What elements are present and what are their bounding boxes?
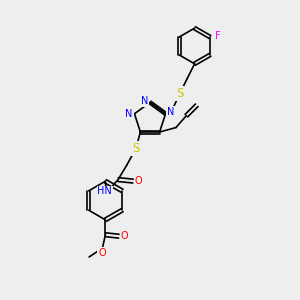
Text: F: F xyxy=(214,31,220,40)
Text: N: N xyxy=(141,96,148,106)
Text: S: S xyxy=(132,142,140,155)
Text: O: O xyxy=(120,231,128,241)
Text: N: N xyxy=(167,107,175,117)
Text: S: S xyxy=(176,87,183,100)
Text: O: O xyxy=(98,248,106,258)
Text: HN: HN xyxy=(97,187,112,196)
Text: N: N xyxy=(125,109,133,119)
Text: O: O xyxy=(134,176,142,186)
